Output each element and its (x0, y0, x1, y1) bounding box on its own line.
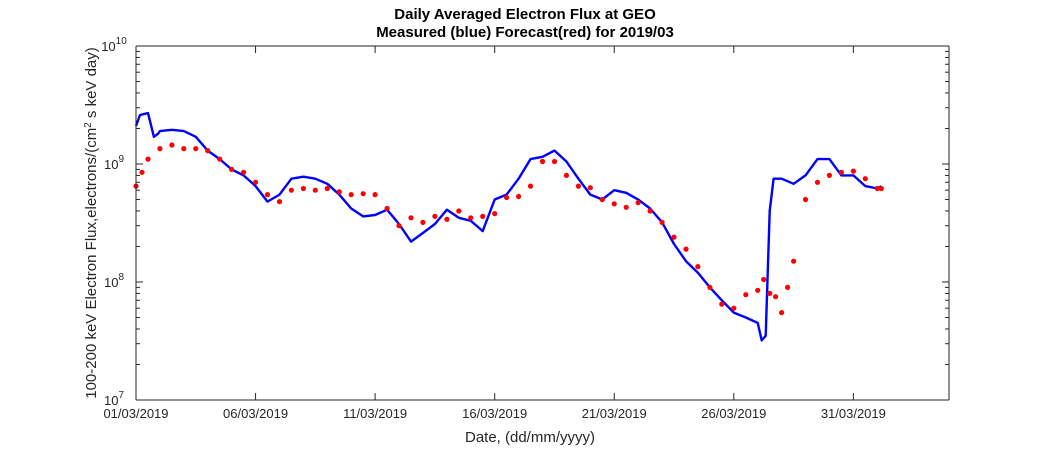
forecast-point (264, 192, 271, 198)
y-axis-label: 100-200 keV Electron Flux,electrons/(cm2… (83, 47, 101, 399)
forecast-point (878, 185, 884, 192)
forecast-point (707, 284, 713, 290)
forecast-point (802, 196, 809, 203)
x-tick-label: 11/03/2019 (343, 406, 407, 421)
forecast-point (587, 185, 593, 191)
forecast-point (623, 204, 629, 210)
forecast-point (300, 185, 306, 192)
forecast-point (671, 234, 677, 240)
y-tick-label: 108 (104, 272, 124, 290)
forecast-point (814, 179, 821, 185)
forecast-point (324, 185, 330, 192)
forecast-point (767, 290, 773, 296)
forecast-point (492, 211, 498, 217)
forecast-point (599, 196, 605, 203)
forecast-point (348, 192, 354, 198)
forecast-point (217, 156, 223, 162)
forecast-point (444, 216, 450, 222)
forecast-point (384, 205, 390, 212)
forecast-point (288, 187, 294, 193)
forecast-point (516, 193, 522, 200)
forecast-point (432, 213, 438, 219)
forecast-point (874, 185, 880, 192)
x-tick-label: 21/03/2019 (582, 406, 647, 421)
forecast-point (193, 146, 199, 152)
forecast-point (157, 146, 163, 152)
forecast-point (145, 156, 151, 162)
forecast-point (205, 148, 211, 154)
y-axis-label-main: 100-200 keV Electron Flux,electrons/(cm (83, 128, 100, 399)
forecast-point (635, 200, 641, 206)
forecast-point (862, 176, 868, 182)
forecast-point (181, 146, 187, 152)
forecast-point (468, 215, 474, 221)
plot-area (136, 46, 949, 400)
forecast-point (773, 294, 779, 300)
forecast-point (539, 158, 546, 165)
forecast-point (396, 223, 402, 229)
forecast-point (575, 183, 582, 189)
forecast-point (611, 201, 617, 207)
forecast-point (312, 187, 318, 193)
x-tick-label: 26/03/2019 (701, 406, 766, 421)
x-tick-label: 31/03/2019 (821, 406, 886, 421)
y-tick-label: 1010 (101, 36, 127, 54)
forecast-point (785, 284, 791, 290)
forecast-point (139, 169, 145, 175)
forecast-point (779, 310, 785, 316)
forecast-point (336, 189, 342, 195)
forecast-point (719, 301, 725, 307)
forecast-point (504, 194, 510, 201)
y-tick-label: 109 (104, 154, 124, 172)
x-axis-label: Date, (dd/mm/yyyy) (465, 429, 595, 446)
forecast-point (276, 199, 283, 205)
forecast-point (791, 258, 797, 264)
forecast-point (456, 208, 462, 214)
y-axis-label-superscript: 2 (83, 122, 94, 128)
chart-title-line1: Daily Averaged Electron Flux at GEO (394, 6, 656, 23)
x-tick-label: 16/03/2019 (462, 406, 527, 421)
y-tick-label: 107 (104, 390, 124, 408)
forecast-point (755, 287, 761, 293)
forecast-point (551, 158, 558, 165)
forecast-point (360, 191, 366, 197)
forecast-point (241, 169, 247, 175)
forecast-point (372, 192, 378, 198)
forecast-point (743, 292, 749, 298)
series-measured-line (134, 111, 882, 342)
forecast-point (838, 169, 845, 175)
forecast-point (761, 276, 767, 283)
x-tick-label: 01/03/2019 (103, 406, 168, 421)
forecast-point (850, 168, 857, 174)
forecast-point (826, 172, 833, 178)
forecast-point (683, 246, 689, 252)
forecast-point (229, 166, 235, 172)
forecast-point (480, 213, 486, 219)
forecast-point (731, 305, 737, 311)
forecast-point (420, 219, 426, 225)
forecast-point (169, 142, 175, 148)
chart-title-line2: Measured (blue) Forecast(red) for 2019/0… (376, 24, 674, 41)
forecast-point (563, 172, 570, 178)
forecast-point (695, 264, 701, 270)
y-axis-label-tail: s keV day) (83, 47, 100, 122)
forecast-point (659, 219, 665, 225)
forecast-point (647, 208, 653, 214)
forecast-point (253, 179, 259, 185)
x-tick-label: 06/03/2019 (223, 406, 288, 421)
forecast-point (408, 215, 414, 221)
forecast-point (527, 183, 534, 189)
